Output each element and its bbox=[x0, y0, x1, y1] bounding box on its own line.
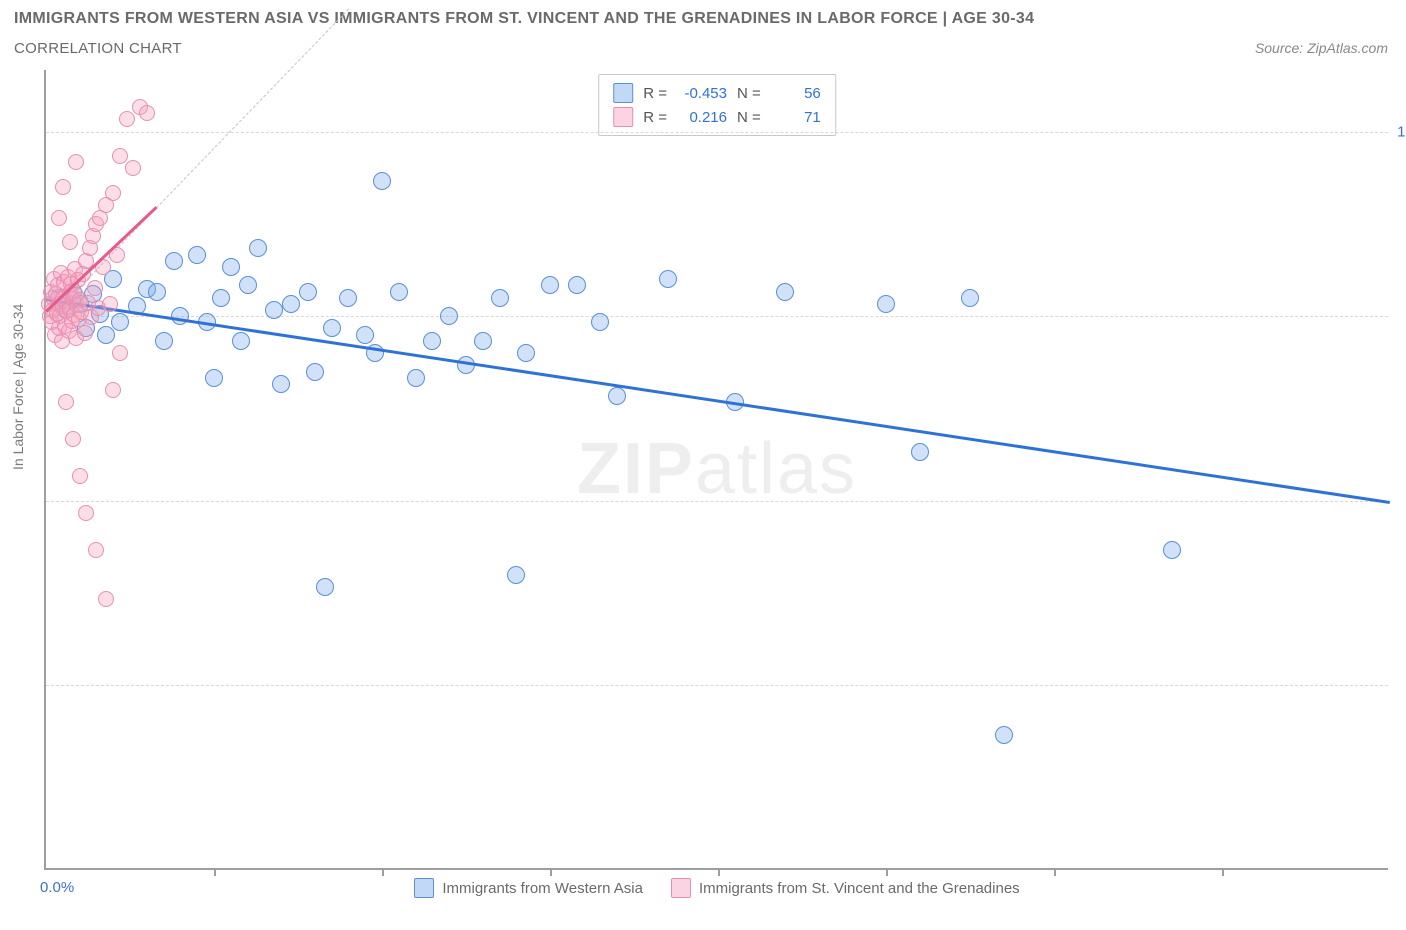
trend-line-blue bbox=[46, 298, 1390, 504]
correlation-legend: R = -0.453 N = 56 R = 0.216 N = 71 bbox=[598, 74, 836, 136]
data-point-blue bbox=[440, 307, 458, 325]
gridline-h bbox=[46, 132, 1388, 133]
data-point-pink bbox=[125, 160, 141, 176]
x-tick bbox=[886, 868, 888, 876]
data-point-pink bbox=[51, 210, 67, 226]
data-point-blue bbox=[232, 332, 250, 350]
data-point-blue bbox=[491, 289, 509, 307]
data-point-blue bbox=[390, 283, 408, 301]
data-point-pink bbox=[68, 154, 84, 170]
data-point-blue bbox=[299, 283, 317, 301]
data-point-pink bbox=[88, 542, 104, 558]
data-point-blue bbox=[171, 307, 189, 325]
data-point-blue bbox=[541, 276, 559, 294]
legend-row-pink: R = 0.216 N = 71 bbox=[613, 105, 821, 129]
data-point-pink bbox=[78, 505, 94, 521]
data-point-pink bbox=[58, 394, 74, 410]
y-axis-label: In Labor Force | Age 30-34 bbox=[10, 304, 26, 470]
x-axis-min-label: 0.0% bbox=[40, 879, 74, 896]
legend-swatch-pink bbox=[613, 107, 633, 127]
data-point-pink bbox=[105, 185, 121, 201]
data-point-blue bbox=[423, 332, 441, 350]
data-point-pink bbox=[55, 179, 71, 195]
x-tick bbox=[1054, 868, 1056, 876]
watermark: ZIPatlas bbox=[577, 428, 857, 510]
data-point-blue bbox=[239, 276, 257, 294]
data-point-blue bbox=[316, 578, 334, 596]
data-point-pink bbox=[119, 111, 135, 127]
data-point-blue bbox=[111, 313, 129, 331]
data-point-pink bbox=[62, 234, 78, 250]
data-point-blue bbox=[1163, 541, 1181, 559]
legend-item-pink: Immigrants from St. Vincent and the Gren… bbox=[671, 878, 1020, 898]
data-point-blue bbox=[474, 332, 492, 350]
data-point-blue bbox=[608, 387, 626, 405]
data-point-blue bbox=[323, 319, 341, 337]
data-point-blue bbox=[568, 276, 586, 294]
data-point-blue bbox=[356, 326, 374, 344]
x-tick bbox=[1222, 868, 1224, 876]
gridline-h bbox=[46, 501, 1388, 502]
data-point-blue bbox=[155, 332, 173, 350]
x-tick bbox=[214, 868, 216, 876]
data-point-blue bbox=[188, 246, 206, 264]
data-point-blue bbox=[776, 283, 794, 301]
gridline-h bbox=[46, 685, 1388, 686]
gridline-h bbox=[46, 316, 1388, 317]
data-point-blue bbox=[212, 289, 230, 307]
chart-title: IMMIGRANTS FROM WESTERN ASIA VS IMMIGRAN… bbox=[14, 10, 1034, 28]
x-tick bbox=[550, 868, 552, 876]
x-tick bbox=[718, 868, 720, 876]
source-label: Source: ZipAtlas.com bbox=[1255, 40, 1388, 56]
data-point-pink bbox=[112, 148, 128, 164]
legend-item-blue: Immigrants from Western Asia bbox=[414, 878, 643, 898]
data-point-blue bbox=[517, 344, 535, 362]
data-point-blue bbox=[272, 375, 290, 393]
legend-swatch-blue bbox=[613, 83, 633, 103]
data-point-blue bbox=[407, 369, 425, 387]
data-point-blue bbox=[282, 295, 300, 313]
data-point-pink bbox=[139, 105, 155, 121]
data-point-pink bbox=[102, 296, 118, 312]
data-point-pink bbox=[98, 591, 114, 607]
series-legend: Immigrants from Western Asia Immigrants … bbox=[46, 878, 1388, 898]
data-point-blue bbox=[995, 726, 1013, 744]
data-point-pink bbox=[65, 431, 81, 447]
data-point-pink bbox=[77, 325, 93, 341]
y-tick-label: 100.0% bbox=[1397, 123, 1406, 140]
data-point-blue bbox=[205, 369, 223, 387]
x-tick bbox=[382, 868, 384, 876]
legend-swatch-pink-icon bbox=[671, 878, 691, 898]
data-point-blue bbox=[306, 363, 324, 381]
legend-label-pink: Immigrants from St. Vincent and the Gren… bbox=[699, 880, 1020, 897]
legend-label-blue: Immigrants from Western Asia bbox=[442, 880, 643, 897]
data-point-blue bbox=[165, 252, 183, 270]
data-point-blue bbox=[249, 239, 267, 257]
data-point-pink bbox=[105, 382, 121, 398]
data-point-blue bbox=[591, 313, 609, 331]
legend-swatch-blue-icon bbox=[414, 878, 434, 898]
data-point-blue bbox=[911, 443, 929, 461]
data-point-pink bbox=[112, 345, 128, 361]
scatter-plot: ZIPatlas R = -0.453 N = 56 R = 0.216 N =… bbox=[44, 70, 1388, 870]
data-point-blue bbox=[373, 172, 391, 190]
data-point-pink bbox=[72, 468, 88, 484]
data-point-blue bbox=[507, 566, 525, 584]
legend-row-blue: R = -0.453 N = 56 bbox=[613, 81, 821, 105]
data-point-blue bbox=[961, 289, 979, 307]
data-point-pink bbox=[87, 280, 103, 296]
chart-subtitle: CORRELATION CHART bbox=[14, 40, 182, 57]
data-point-blue bbox=[222, 258, 240, 276]
data-point-blue bbox=[265, 301, 283, 319]
data-point-blue bbox=[148, 283, 166, 301]
data-point-blue bbox=[659, 270, 677, 288]
data-point-blue bbox=[339, 289, 357, 307]
data-point-blue bbox=[877, 295, 895, 313]
